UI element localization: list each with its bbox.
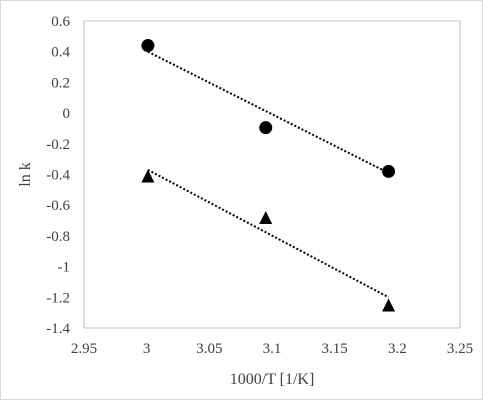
data-point-triangle xyxy=(259,210,273,224)
y-tick-label: 0.2 xyxy=(51,75,70,91)
data-point-triangle xyxy=(382,298,396,312)
y-tick-label: 0.4 xyxy=(51,45,70,61)
x-axis-label: 1000/T [1/K] xyxy=(230,371,315,388)
data-point-circle xyxy=(382,164,396,178)
data-point-circle xyxy=(259,121,273,135)
x-tick-label: 3.05 xyxy=(196,341,222,357)
data-point-triangle xyxy=(141,169,155,183)
series-layer xyxy=(141,39,396,312)
x-tick-label: 3.1 xyxy=(263,341,282,357)
x-tick-labels: 2.95 3 3.05 3.1 3.15 3.2 3.25 xyxy=(71,341,473,357)
y-tick-label: -1 xyxy=(58,260,71,276)
y-axis-label: ln k xyxy=(17,162,34,186)
x-tick-label: 3.15 xyxy=(322,341,348,357)
y-tick-label: -0.4 xyxy=(46,168,70,184)
y-tick-label: 0 xyxy=(63,106,71,122)
x-tick-label: 3.25 xyxy=(447,341,473,357)
y-tick-label: -1.2 xyxy=(46,290,70,306)
y-tick-label: -0.8 xyxy=(46,229,70,245)
y-tick-label: 0.6 xyxy=(51,14,70,30)
y-tick-label: -0.2 xyxy=(46,137,70,153)
data-point-circle xyxy=(141,39,155,53)
plot-area xyxy=(83,20,461,329)
x-tick-label: 2.95 xyxy=(71,341,97,357)
y-tick-labels: -1.4 -1.2 -1 -0.8 -0.6 -0.4 -0.2 0 0.2 0.4 0.6 xyxy=(46,14,70,337)
trendline-circle xyxy=(147,50,390,174)
x-tick-label: 3 xyxy=(143,341,151,357)
x-tick-label: 3.2 xyxy=(388,341,407,357)
y-tick-label: -1.4 xyxy=(46,321,70,337)
trendline-triangle xyxy=(147,169,390,299)
y-tick-label: -0.6 xyxy=(46,198,70,214)
